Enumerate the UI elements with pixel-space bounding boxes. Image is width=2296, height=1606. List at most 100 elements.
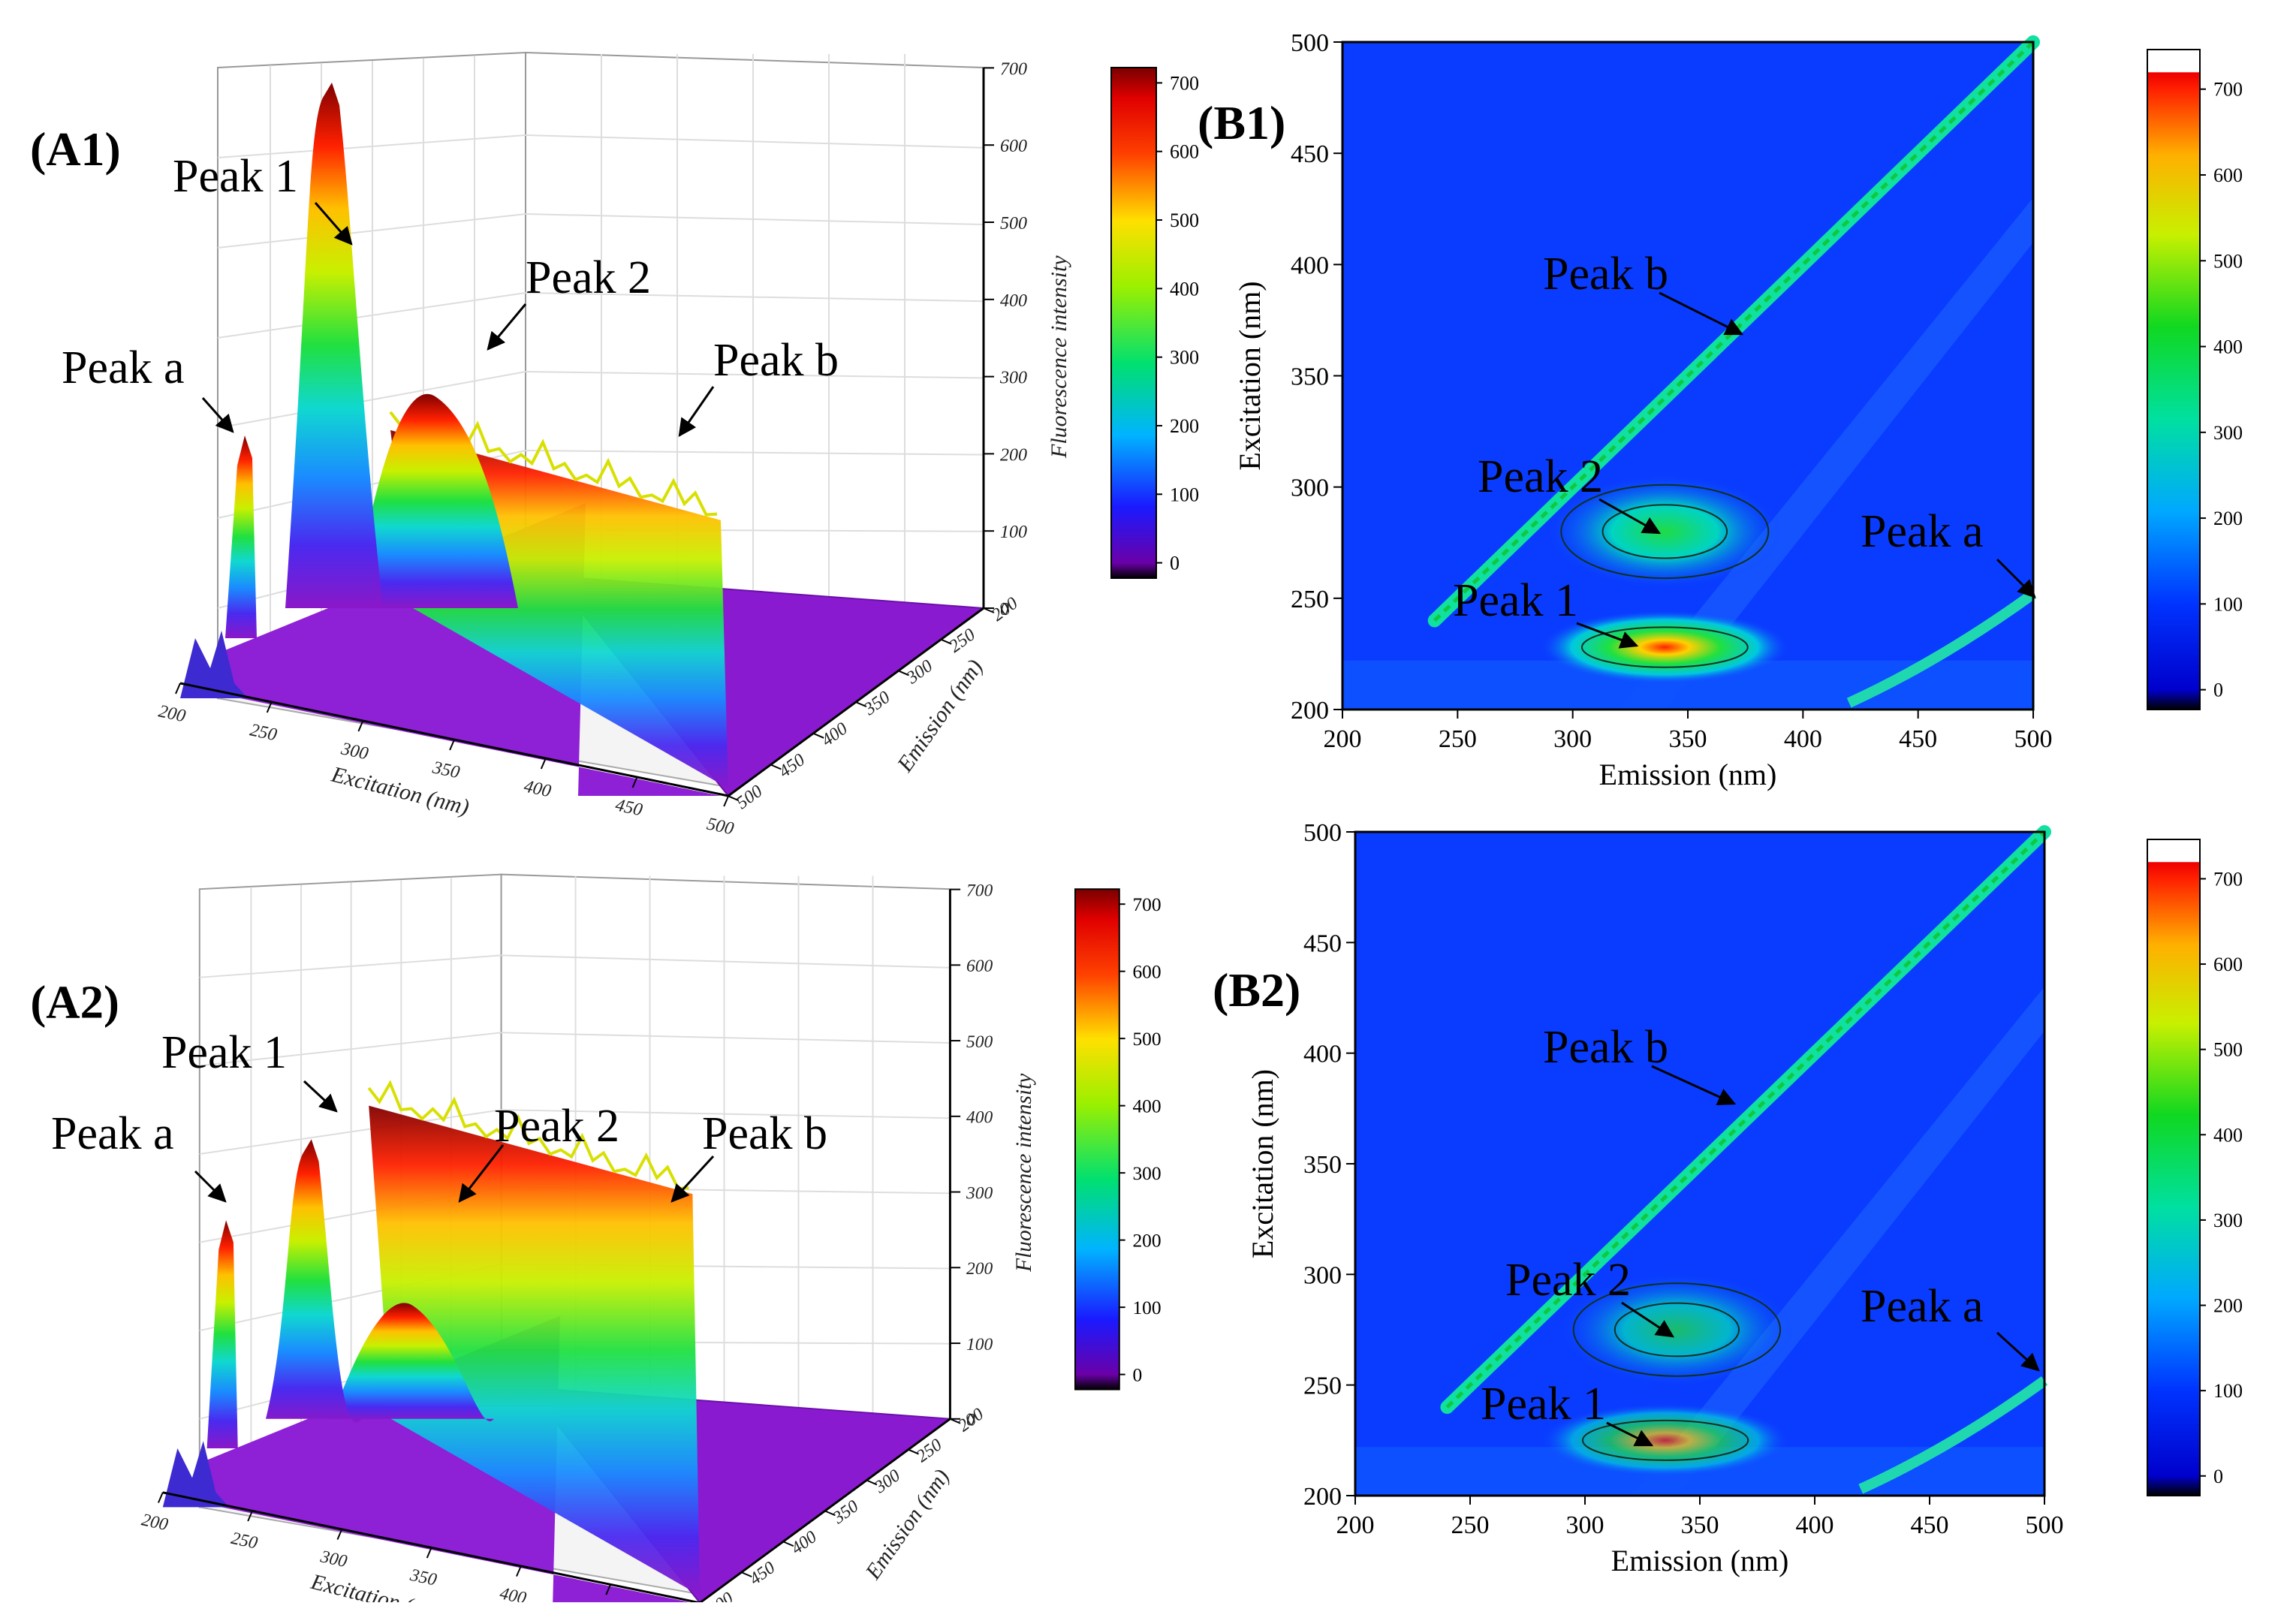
colorbar-tick-label-A2: 100 [1132, 1297, 1161, 1318]
excitation-tick [517, 1566, 521, 1577]
colorbar-tick-label-B1: 200 [2213, 508, 2243, 529]
colorbar-tick-label-A1: 700 [1170, 72, 1199, 94]
x-tick-label: 300 [1566, 1511, 1604, 1539]
y-tick-label: 250 [1303, 1372, 1342, 1400]
colorbar-tick-label-B2: 300 [2213, 1210, 2243, 1231]
x-tick-label: 200 [1336, 1511, 1375, 1539]
y-tick-label: 200 [1291, 697, 1329, 725]
colorbar-tick-label-A1: 600 [1170, 141, 1199, 163]
excitation-tick-label: 250 [248, 720, 279, 745]
colorbar-tick-label-B1: 500 [2213, 250, 2243, 272]
y-tick-label: 350 [1303, 1151, 1342, 1179]
x-tick-label: 250 [1439, 725, 1477, 753]
x-tick-label: 350 [1669, 725, 1707, 753]
colorbar-tick-label-A1: 300 [1170, 347, 1199, 369]
intensity-tick-label: 400 [1000, 291, 1027, 311]
excitation-tick-label: 400 [498, 1583, 528, 1602]
colorbar-B1: 0 100 200 300 400 500 600 700 [2147, 50, 2243, 710]
colorbar-tick-label-B1: 0 [2213, 679, 2223, 701]
y-tick-label: 450 [1303, 930, 1342, 957]
excitation-tick [541, 758, 546, 769]
y-tick-label: 500 [1291, 29, 1329, 57]
x-tick-label: 450 [1899, 725, 1937, 753]
excitation-tick [176, 683, 180, 694]
colorbar-tick-label-A1: 0 [1170, 553, 1180, 574]
excitation-tick-label: 300 [318, 1547, 349, 1571]
x-tick-label: 500 [2014, 725, 2053, 753]
panel-label: (B1) [1198, 96, 1285, 149]
y-tick-label: 300 [1291, 475, 1329, 502]
colorbar-tick-label-B1: 400 [2213, 336, 2243, 358]
colorbar-rect-A2 [1075, 889, 1119, 1389]
y-axis-label: Excitation (nm) [1233, 281, 1267, 470]
colorbar-tick-label-A2: 700 [1132, 893, 1161, 915]
colorbar-tick-label-A1: 400 [1170, 278, 1199, 300]
intensity-tick-label: 500 [966, 1032, 993, 1052]
x-tick-label: 400 [1784, 725, 1822, 753]
intensity-tick-label: 500 [1000, 214, 1027, 234]
peak-label-b1-2: Peak 2 [1478, 451, 1603, 502]
intensity-tick-label: 700 [966, 881, 993, 900]
peak-label-a2-2: Peak 2 [494, 1101, 619, 1152]
colorbar-tick-label-A1: 200 [1170, 415, 1199, 437]
colorbar-tick-label-A2: 200 [1132, 1229, 1161, 1251]
colorbar-tick-label-B1: 100 [2213, 593, 2243, 615]
intensity-tick-label: 0 [1000, 600, 1009, 619]
colorbar-rect-B1 [2147, 50, 2200, 710]
excitation-tick-label: 400 [523, 776, 553, 801]
peak-label-a1-2: Peak 2 [526, 252, 651, 303]
x-tick-label: 300 [1553, 725, 1592, 753]
peak-label-a1-a: Peak a [62, 342, 185, 393]
intensity-tick-label: 400 [966, 1108, 993, 1128]
peak-label-b2-2: Peak 2 [1505, 1255, 1631, 1306]
intensity-tick-label: 200 [966, 1259, 993, 1279]
x-axis-label: Emission (nm) [1599, 758, 1777, 791]
excitation-tick-label: 200 [140, 1510, 170, 1535]
excitation-tick [158, 1493, 163, 1503]
colorbar-tick-label-B2: 600 [2213, 954, 2243, 975]
colorbar-tick-label-B1: 600 [2213, 164, 2243, 186]
y-tick-label: 350 [1291, 363, 1329, 391]
y-tick-label: 400 [1303, 1041, 1342, 1068]
panel-label: (A1) [30, 122, 121, 176]
intensity-tick-label: 300 [966, 1183, 993, 1203]
peak-label-b1-b: Peak b [1543, 249, 1668, 300]
peak-label-b1-a: Peak a [1861, 506, 1984, 557]
colorbar-tick-label-A1: 500 [1170, 209, 1199, 231]
peak-label-a2-a: Peak a [51, 1108, 174, 1159]
y-tick-label: 500 [1303, 819, 1342, 847]
colorbar-A1: 0 100 200 300 400 500 600 700 [1111, 68, 1199, 578]
colorbar-tick-label-B2: 200 [2213, 1295, 2243, 1317]
intensity-tick-label: 600 [1000, 137, 1027, 156]
excitation-tick-label: 200 [157, 701, 188, 726]
x-tick-label: 450 [1911, 1511, 1949, 1539]
colorbar-tick-label-B1: 300 [2213, 422, 2243, 444]
colorbar-tick-label-A2: 400 [1132, 1095, 1161, 1116]
panel-label: (A2) [30, 976, 119, 1029]
colorbar-tick-label-B2: 500 [2213, 1039, 2243, 1061]
intensity-tick-label: 100 [1000, 523, 1027, 542]
colorbar-tick-label-B1: 700 [2213, 79, 2243, 101]
colorbar-rect-B2 [2147, 839, 2200, 1496]
y-tick-label: 450 [1291, 140, 1329, 168]
excitation-tick-label: 350 [408, 1565, 438, 1590]
excitation-tick-label: 450 [613, 795, 644, 820]
excitation-tick-label: 250 [229, 1529, 259, 1553]
intensity-tick-label: 200 [1000, 445, 1027, 465]
colorbar-tick-label-B2: 700 [2213, 868, 2243, 890]
colorbar-tick-label-A1: 100 [1170, 484, 1199, 505]
intensity-axis-label: Fluorescence intensity [1047, 255, 1071, 459]
peak-label-a1-b: Peak b [713, 335, 839, 386]
intensity-tick-label: 100 [966, 1335, 993, 1354]
colorbar-rect-A1 [1111, 68, 1156, 578]
peak-label-a2-1: Peak 1 [161, 1027, 287, 1078]
x-tick-label: 200 [1324, 725, 1362, 753]
peak-label-b2-b: Peak b [1543, 1022, 1668, 1073]
x-tick-label: 400 [1796, 1511, 1834, 1539]
excitation-tick-label: 500 [705, 814, 736, 839]
y-tick-label: 250 [1291, 586, 1329, 613]
colorbar-tick-label-A2: 600 [1132, 961, 1161, 983]
